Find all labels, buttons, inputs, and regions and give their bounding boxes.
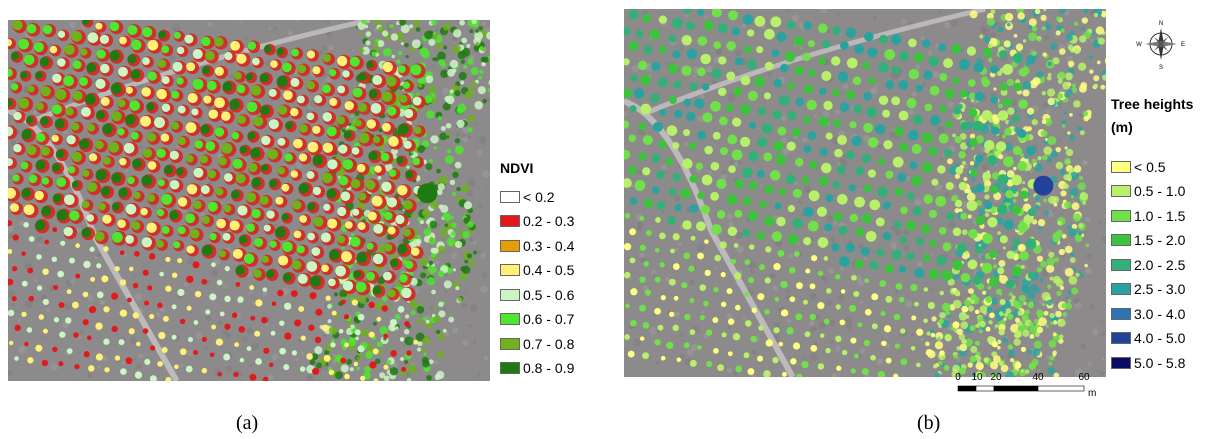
- ndvi-legend-swatch: [500, 288, 520, 301]
- tree-height-legend: Tree heights (m) < 0.5 0.5 - 1.0 1.0 - 1.5…: [1111, 96, 1215, 376]
- height-legend-item: 1.5 - 2.0: [1111, 232, 1185, 249]
- ndvi-legend-title: NDVI: [500, 160, 534, 176]
- height-legend-swatch: [1111, 356, 1131, 369]
- height-legend-swatch: [1111, 332, 1131, 344]
- ndvi-legend-item: 0.5 - 0.6: [500, 286, 574, 303]
- height-legend-label: 2.0 - 2.5: [1134, 256, 1186, 273]
- height-legend-swatch: [1111, 209, 1131, 222]
- ndvi-legend-item: 0.7 - 0.8: [500, 335, 574, 352]
- scale-tick-0: 0: [955, 372, 961, 383]
- ndvi-legend-item: 0.3 - 0.4: [500, 237, 574, 254]
- ndvi-legend-swatch: [500, 264, 520, 276]
- ndvi-legend-item: 0.8 - 0.9: [500, 360, 574, 377]
- ndvi-legend-label: 0.6 - 0.7: [523, 311, 575, 327]
- height-legend-item: 2.5 - 3.0: [1111, 281, 1185, 298]
- ndvi-legend-item: 0.2 - 0.3: [500, 213, 574, 230]
- scale-unit: m: [1088, 388, 1097, 399]
- height-legend-swatch: [1111, 283, 1131, 295]
- height-legend-item: < 0.5: [1111, 158, 1166, 175]
- ndvi-legend-item: < 0.2: [500, 188, 555, 205]
- scale-tick-60: 60: [1078, 372, 1090, 383]
- ndvi-legend-swatch: [500, 313, 520, 325]
- compass-e: E: [1181, 42, 1185, 48]
- ndvi-legend-item: 0.6 - 0.7: [500, 311, 574, 328]
- scale-tick-10: 10: [971, 372, 983, 383]
- height-legend-swatch: [1111, 307, 1131, 320]
- height-legend-label: 1.0 - 1.5: [1134, 207, 1186, 224]
- height-legend-item: 4.0 - 5.0: [1111, 330, 1185, 347]
- ndvi-legend-label: 0.3 - 0.4: [523, 237, 575, 254]
- ndvi-legend-label: 0.5 - 0.6: [523, 286, 575, 303]
- ndvi-legend-label: 0.8 - 0.9: [523, 360, 575, 376]
- caption-b: (b): [917, 412, 941, 434]
- height-legend-swatch: [1111, 234, 1131, 246]
- ndvi-legend-label: 0.4 - 0.5: [523, 262, 575, 278]
- height-legend-item: 0.5 - 1.0: [1111, 183, 1185, 200]
- height-legend-label: 1.5 - 2.0: [1134, 232, 1186, 248]
- height-legend-swatch: [1111, 185, 1131, 197]
- height-legend-item: 5.0 - 5.8: [1111, 354, 1185, 371]
- ndvi-map: [8, 20, 490, 381]
- scale-tick-20: 20: [990, 372, 1002, 383]
- height-legend-item: 3.0 - 4.0: [1111, 305, 1185, 322]
- height-legend-label: 2.5 - 3.0: [1134, 281, 1186, 297]
- ndvi-legend-label: 0.2 - 0.3: [523, 213, 575, 229]
- height-legend-item: 1.0 - 1.5: [1111, 207, 1185, 224]
- compass-n: N: [1159, 21, 1163, 27]
- height-legend-item: 2.0 - 2.5: [1111, 256, 1185, 273]
- ndvi-legend-swatch: [500, 362, 520, 374]
- ndvi-legend-swatch: [500, 239, 520, 252]
- scale-bar-graphic: [957, 385, 1085, 392]
- ndvi-legend-label: < 0.2: [523, 188, 555, 205]
- compass-w: W: [1136, 42, 1142, 48]
- ndvi-legend-item: 0.4 - 0.5: [500, 262, 574, 279]
- height-legend-label: 0.5 - 1.0: [1134, 183, 1186, 199]
- height-legend-label: 3.0 - 4.0: [1134, 305, 1186, 322]
- height-legend-swatch: [1111, 160, 1131, 173]
- height-legend-label: 4.0 - 5.0: [1134, 330, 1186, 346]
- height-legend-label: < 0.5: [1134, 158, 1166, 175]
- scale-bar: 0 10 20 40 60 m: [950, 372, 1110, 402]
- caption-a: (a): [236, 412, 259, 434]
- scale-tick-40: 40: [1032, 372, 1044, 383]
- ndvi-map-canvas: [8, 20, 490, 381]
- compass-s: S: [1159, 65, 1163, 70]
- ndvi-legend-swatch: [500, 190, 520, 203]
- ndvi-legend-label: 0.7 - 0.8: [523, 335, 575, 352]
- ndvi-legend: NDVI < 0.2 0.2 - 0.3 0.3 - 0.4 0.4 - 0.5 0.5…: [500, 160, 610, 380]
- tree-height-legend-unit: (m): [1111, 119, 1133, 135]
- tree-height-legend-title: Tree heights: [1111, 96, 1194, 112]
- compass-rose-icon: N S E W: [1136, 21, 1185, 70]
- tree-height-map: [624, 9, 1106, 377]
- ndvi-legend-swatch: [500, 337, 520, 350]
- tree-height-map-canvas: [624, 9, 1106, 377]
- ndvi-legend-swatch: [500, 215, 520, 227]
- height-legend-label: 5.0 - 5.8: [1134, 354, 1186, 371]
- height-legend-swatch: [1111, 258, 1131, 271]
